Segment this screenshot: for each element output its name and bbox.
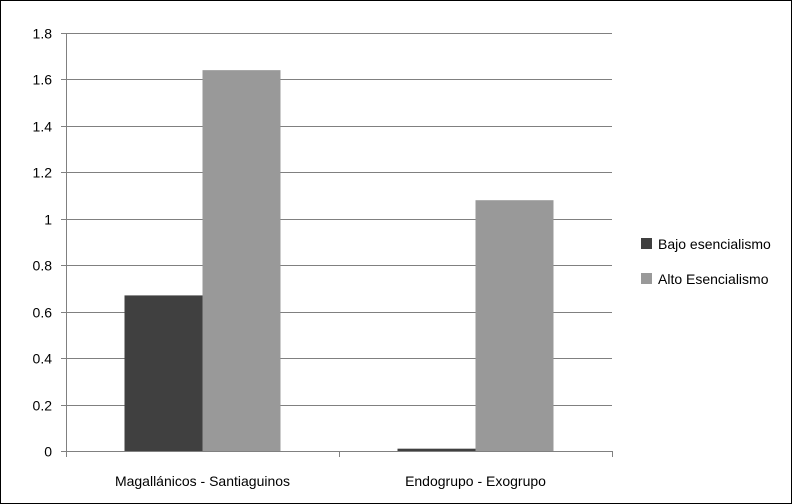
bars <box>124 70 554 452</box>
x-category-label: Magallánicos - Santiaguinos <box>115 473 290 489</box>
bar-alto-0 <box>202 70 281 452</box>
y-tick-label: 1.4 <box>33 119 53 135</box>
y-tick-label: 0.6 <box>33 305 53 321</box>
y-tick-label: 0 <box>44 444 52 460</box>
x-axis-labels: Magallánicos - Santiaguinos Endogrupo - E… <box>115 451 546 489</box>
y-tick-label: 1.8 <box>33 26 53 42</box>
legend: Bajo esencialismo Alto Esencialismo <box>641 236 771 287</box>
y-tick-label: 1.6 <box>33 72 53 88</box>
legend-label: Alto Esencialismo <box>658 271 769 287</box>
y-tick-label: 0.4 <box>33 351 53 367</box>
y-tick-label: 0.2 <box>33 398 53 414</box>
y-tick-label: 0.8 <box>33 258 53 274</box>
y-axis-ticks: 0 0.2 0.4 0.6 0.8 1 1.2 1.4 1.6 1.8 <box>33 26 66 460</box>
legend-swatch <box>641 238 652 249</box>
x-category-label: Endogrupo - Exogrupo <box>405 473 546 489</box>
y-tick-label: 1 <box>44 212 52 228</box>
bar-bajo-0 <box>124 295 203 451</box>
bar-bajo-1 <box>397 448 476 451</box>
y-tick-label: 1.2 <box>33 165 53 181</box>
bar-alto-1 <box>475 200 554 451</box>
legend-swatch <box>641 273 652 284</box>
legend-label: Bajo esencialismo <box>658 236 771 252</box>
